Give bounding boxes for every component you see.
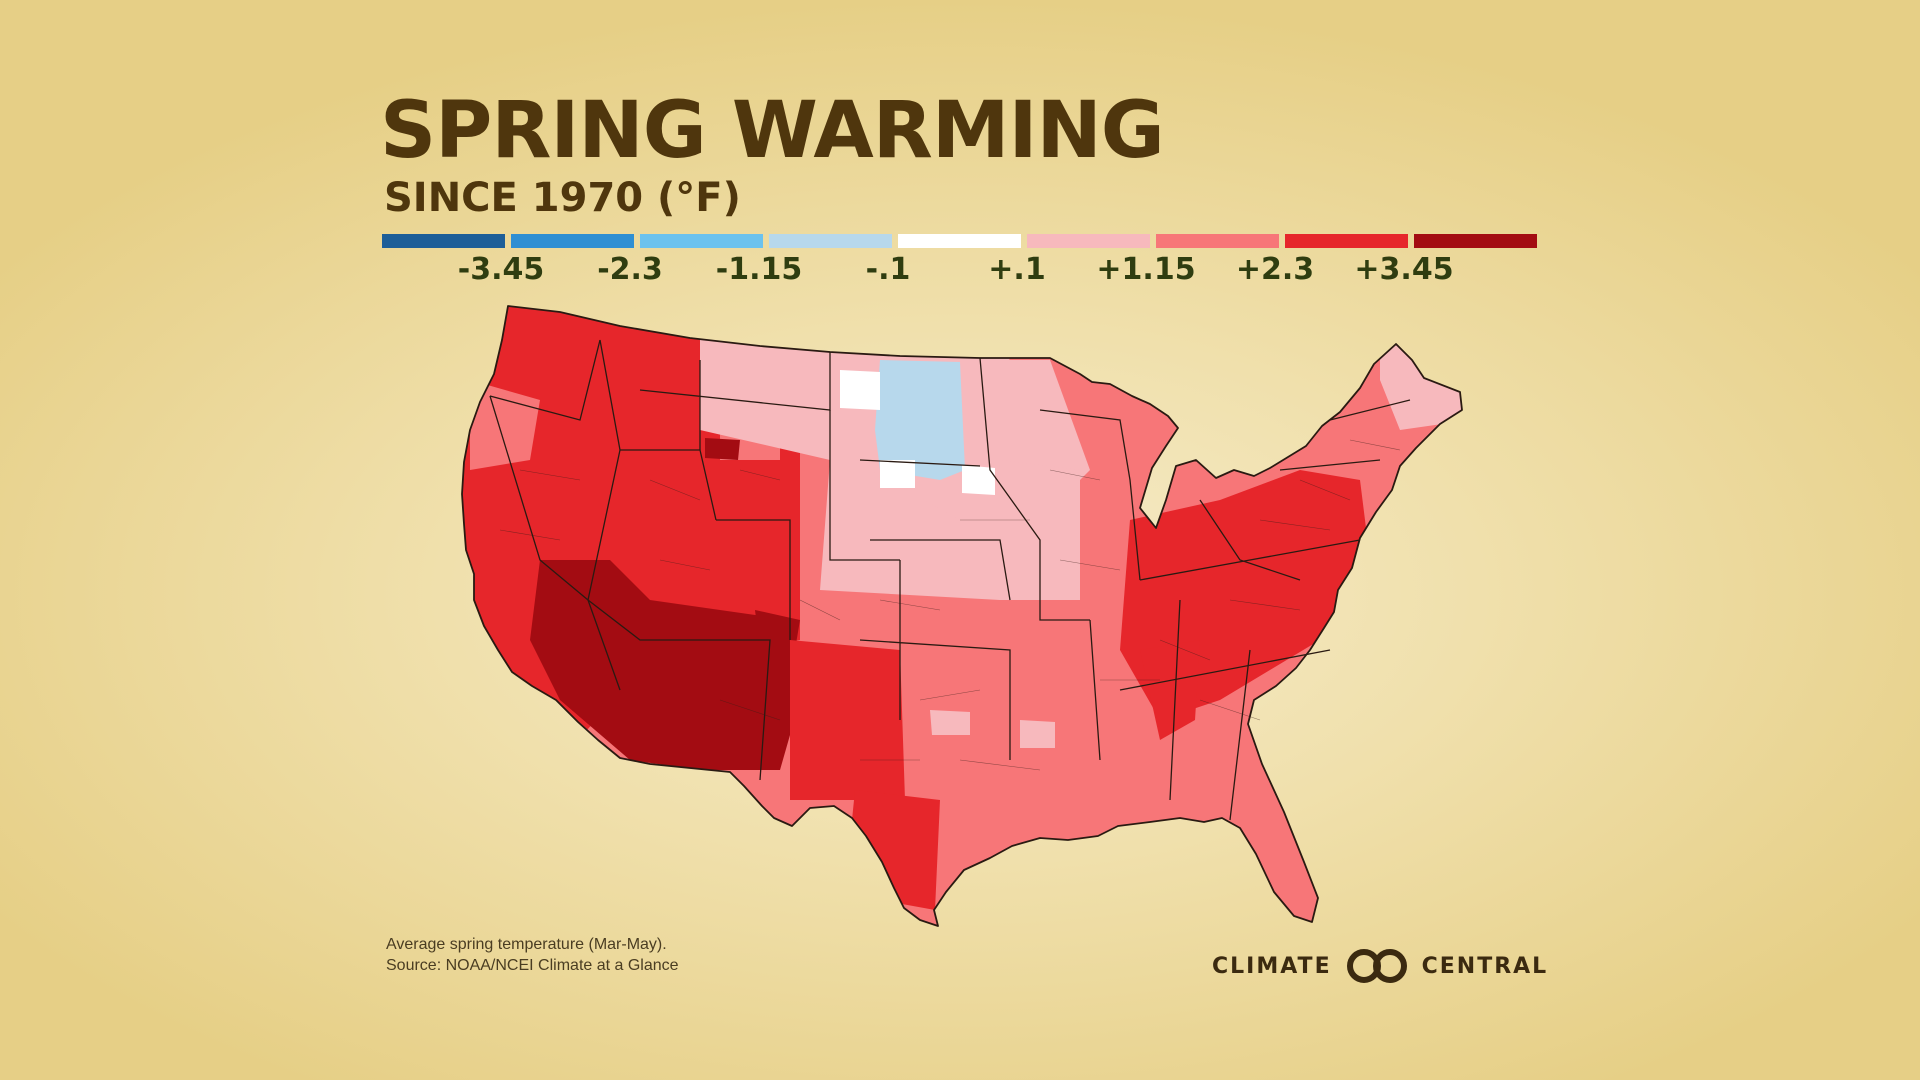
legend-tick-label: -1.15 [715,252,803,287]
division-cell [962,465,995,495]
legend-swatch [1414,234,1537,248]
legend-tick-label: -2.3 [597,252,663,287]
state-boundaries [489,339,1411,821]
map-title: SPRING WARMING [380,86,1165,176]
division-boundaries [499,439,1401,771]
legend-tick-label: -3.45 [457,252,545,287]
legend-tick-label: -.1 [865,252,911,287]
color-legend [382,234,1537,248]
legend-swatch [1285,234,1408,248]
legend-swatch [640,234,763,248]
legend-tick-label: +3.45 [1354,252,1454,287]
division-cell [930,710,970,735]
legend-swatch [382,234,505,248]
division-cell [705,438,740,460]
legend-tick-label: +.1 [988,252,1046,287]
division-cell [1020,720,1055,748]
climate-division-cells [462,306,1462,926]
division-cell [470,380,540,470]
footnote-line: Average spring temperature (Mar-May). [386,936,667,953]
division-cell [880,460,915,488]
source-note: Average spring temperature (Mar-May). So… [386,934,679,976]
legend-swatch [898,234,1021,248]
logo-text-right: CENTRAL [1421,953,1549,979]
division-cell [840,370,880,410]
footnote-line: Source: NOAA/NCEI Climate at a Glance [386,957,679,974]
map-subtitle: SINCE 1970 (°F) [384,175,741,221]
legend-swatch [1027,234,1150,248]
division-cell [1140,640,1200,740]
division-cell [790,640,905,800]
division-cell [530,560,800,770]
legend-swatch [769,234,892,248]
legend-tick-label: +2.3 [1235,252,1315,287]
legend-swatch [1156,234,1279,248]
linked-circles-icon [1346,949,1407,983]
legend-tick-label: +1.15 [1096,252,1196,287]
division-cell [875,360,965,480]
division-cell [1000,550,1040,600]
climate-central-logo: CLIMATE CENTRAL [1212,946,1548,986]
us-outline [461,305,1463,927]
logo-text-left: CLIMATE [1212,953,1332,979]
legend-swatch [511,234,634,248]
